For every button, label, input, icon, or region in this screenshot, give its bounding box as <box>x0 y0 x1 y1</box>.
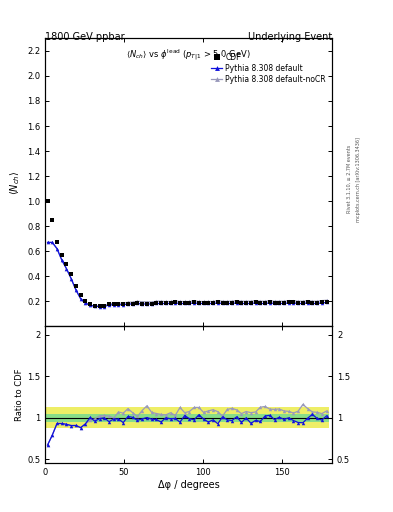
Text: mcplots.cern.ch [arXiv:1306.3436]: mcplots.cern.ch [arXiv:1306.3436] <box>356 137 361 222</box>
Text: $\langle N_{ch}\rangle$ vs $\phi^{\rm lead}$ ($p_{T|1}$ > 5.0 GeV): $\langle N_{ch}\rangle$ vs $\phi^{\rm le… <box>126 47 251 62</box>
Y-axis label: $\langle N_{ch}\rangle$: $\langle N_{ch}\rangle$ <box>8 170 22 195</box>
X-axis label: Δφ / degrees: Δφ / degrees <box>158 480 220 490</box>
Legend: CDF, Pythia 8.308 default, Pythia 8.308 default-noCR: CDF, Pythia 8.308 default, Pythia 8.308 … <box>209 51 328 86</box>
Text: Underlying Event: Underlying Event <box>248 32 332 42</box>
Text: Rivet 3.1.10, ≥ 2.7M events: Rivet 3.1.10, ≥ 2.7M events <box>347 145 352 214</box>
Text: 1800 GeV ppbar: 1800 GeV ppbar <box>45 32 125 42</box>
Y-axis label: Ratio to CDF: Ratio to CDF <box>15 369 24 421</box>
